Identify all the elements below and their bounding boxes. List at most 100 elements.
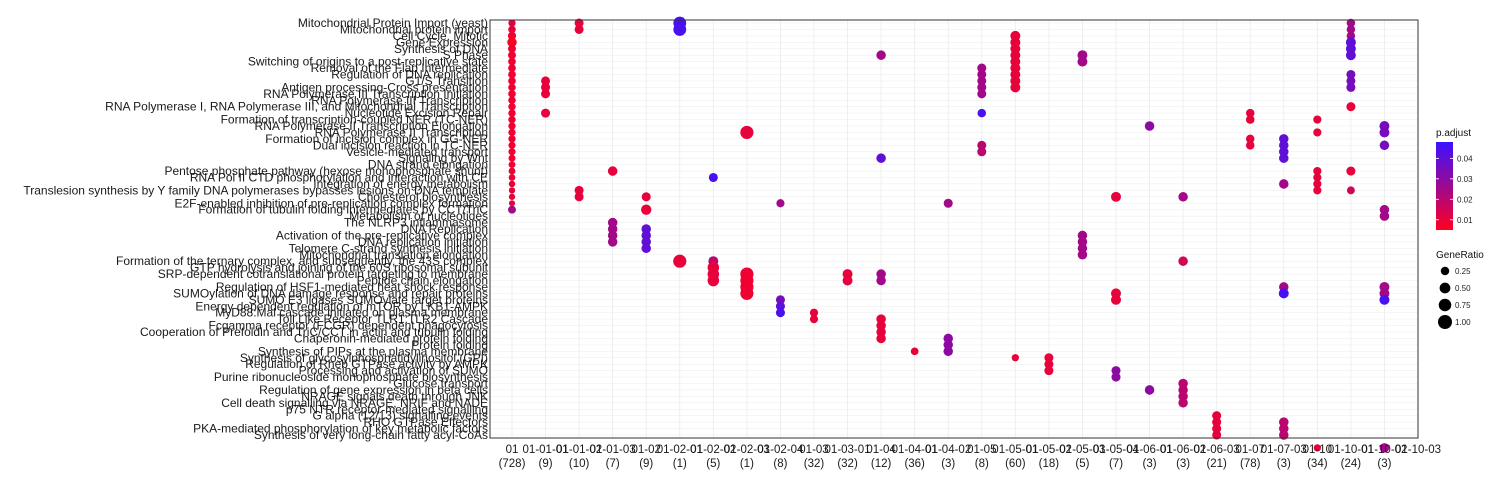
data-point [508, 51, 516, 60]
x-tick-count-label: (5) [1075, 458, 1089, 470]
y-tick-label: G1/S Transition [405, 74, 488, 88]
data-point [1178, 192, 1188, 202]
y-tick-label: Processing and activation of SUMO [299, 364, 488, 378]
y-tick-label: PKA-mediated phosphorylation of key meta… [193, 422, 488, 436]
y-tick-label: The NLRP3 inflammasome [344, 216, 488, 230]
data-point [977, 69, 987, 80]
legend-color-tick-label: 0.02 [1457, 195, 1473, 204]
x-tick-label: 01-10 [1303, 444, 1332, 456]
y-tick-label: Antigen processing-Cross presentation [281, 80, 488, 94]
y-tick-label: Pentose phosphate pathway (hexose monoph… [164, 164, 488, 178]
data-point [1144, 121, 1155, 131]
data-point [508, 205, 516, 214]
x-tick-count-label: (10) [569, 458, 590, 470]
legend-color-tick-label: 0.03 [1457, 175, 1473, 184]
data-point [1346, 82, 1356, 92]
data-point [541, 108, 551, 118]
x-tick-label: 01-04 [866, 444, 896, 456]
legend-size-dot [1440, 266, 1450, 276]
x-tick-label: 01-02 [632, 444, 661, 456]
data-point [508, 115, 516, 124]
data-point [1313, 444, 1321, 452]
data-points [507, 16, 1390, 453]
x-tick-count-label: (18) [1039, 458, 1060, 470]
data-point [977, 82, 987, 92]
x-tick-count-label: (12) [871, 458, 892, 470]
x-tick-label: 01-05 [967, 444, 996, 456]
data-point [943, 346, 953, 357]
y-tick-label: Integration of energy metabolism [313, 177, 488, 191]
legend-size-dot [1439, 282, 1451, 294]
x-tick-count-label: (3) [1176, 458, 1190, 470]
x-tick-count-label: (8) [975, 458, 989, 470]
y-tick-label: Gene Expression [396, 35, 488, 49]
x-tick-count-label: (60) [1005, 458, 1026, 470]
legend-size-tick-label: 0.75 [1455, 301, 1471, 310]
y-tick-label: Toll Like Receptor TLR1:TLR2 Cascade [277, 312, 489, 326]
data-point [1212, 411, 1222, 421]
data-point [977, 89, 987, 99]
x-tick-count-label: (24) [1341, 458, 1362, 470]
data-point [1346, 186, 1355, 195]
y-tick-label: Telomere C-strand synthesis initiation [289, 241, 488, 255]
y-tick-label: Cell Cycle, Mitotic [393, 29, 488, 43]
y-tick-label: Synthesis of glycosylphosphatidylinosito… [240, 351, 488, 365]
x-tick-label: 01-05-01 [992, 444, 1038, 456]
y-tick-label: E2F-enabled inhibition of pre-replicatio… [175, 196, 489, 210]
data-point [1346, 18, 1356, 28]
data-point [508, 109, 516, 117]
data-point [508, 148, 516, 156]
x-tick-count-label: (9) [639, 458, 653, 470]
data-point [508, 70, 516, 79]
grid-lines [490, 20, 1419, 438]
data-point [1111, 191, 1121, 202]
data-point [1111, 366, 1121, 376]
x-tick-label: 01-02-03 [724, 444, 770, 456]
data-point [673, 23, 687, 36]
data-point [1111, 294, 1121, 305]
x-tick-count-label: (9) [539, 458, 553, 470]
legend-size-tick-label: 0.25 [1455, 267, 1471, 276]
y-tick-label: Regulation of HSF1-mediated heat shock r… [216, 280, 488, 294]
y-tick-label: Metabolism of nucleotides [349, 209, 488, 223]
data-point [574, 185, 584, 195]
x-axis-tick-labels: 01 01-01-0101-01-0201-01-0301-0201-02-010… [499, 444, 1441, 470]
data-point [1313, 173, 1322, 182]
data-point [1313, 128, 1322, 137]
y-tick-label: Vesicle-mediated transport [346, 145, 489, 159]
data-point [507, 31, 517, 40]
data-point [508, 167, 516, 175]
data-point [1077, 56, 1088, 67]
legend-color-title: p.adjust [1436, 128, 1471, 139]
data-point [1044, 366, 1054, 376]
y-tick-label: Translesion synthesis by Y family DNA po… [23, 183, 488, 197]
y-tick-label: Energy dependent regulation of mTOR by L… [195, 299, 488, 313]
legend-size-dot [1438, 315, 1452, 329]
data-point [508, 135, 516, 143]
data-point [1346, 102, 1356, 112]
x-tick-label: 01-02-02 [690, 444, 736, 456]
y-tick-label: RNA Pol II CTD phosphorylation and inter… [190, 171, 488, 185]
legend-color-tick-label: 0.01 [1457, 216, 1473, 225]
x-tick-count-label: (3) [1277, 458, 1291, 470]
data-point [977, 63, 987, 73]
data-point [641, 204, 652, 215]
x-tick-label: 01-04-01 [892, 444, 938, 456]
data-point [1278, 288, 1289, 299]
x-tick-label: 01-03-01 [825, 444, 871, 456]
y-tick-label: Regulation of DNA replication [331, 68, 488, 82]
y-tick-label: Formation of the ternary complex, and su… [116, 254, 488, 268]
data-point [708, 172, 718, 183]
data-point [508, 64, 516, 72]
data-point [574, 192, 584, 202]
y-tick-label: Signaling by Wnt [398, 151, 489, 165]
data-point [910, 347, 919, 356]
data-point [1212, 417, 1222, 427]
y-tick-label: RNA Polymerase II Transcription [315, 125, 488, 139]
y-tick-label: Cell death signalling via NRAGE, NRIF an… [221, 396, 488, 410]
y-tick-label: SRP-dependent cotranslational protein ta… [158, 267, 489, 281]
data-point [1111, 372, 1121, 382]
legend-size-tick-label: 1.00 [1455, 318, 1471, 327]
y-tick-label: Purine ribonucleoside monophosphate bios… [214, 370, 488, 384]
